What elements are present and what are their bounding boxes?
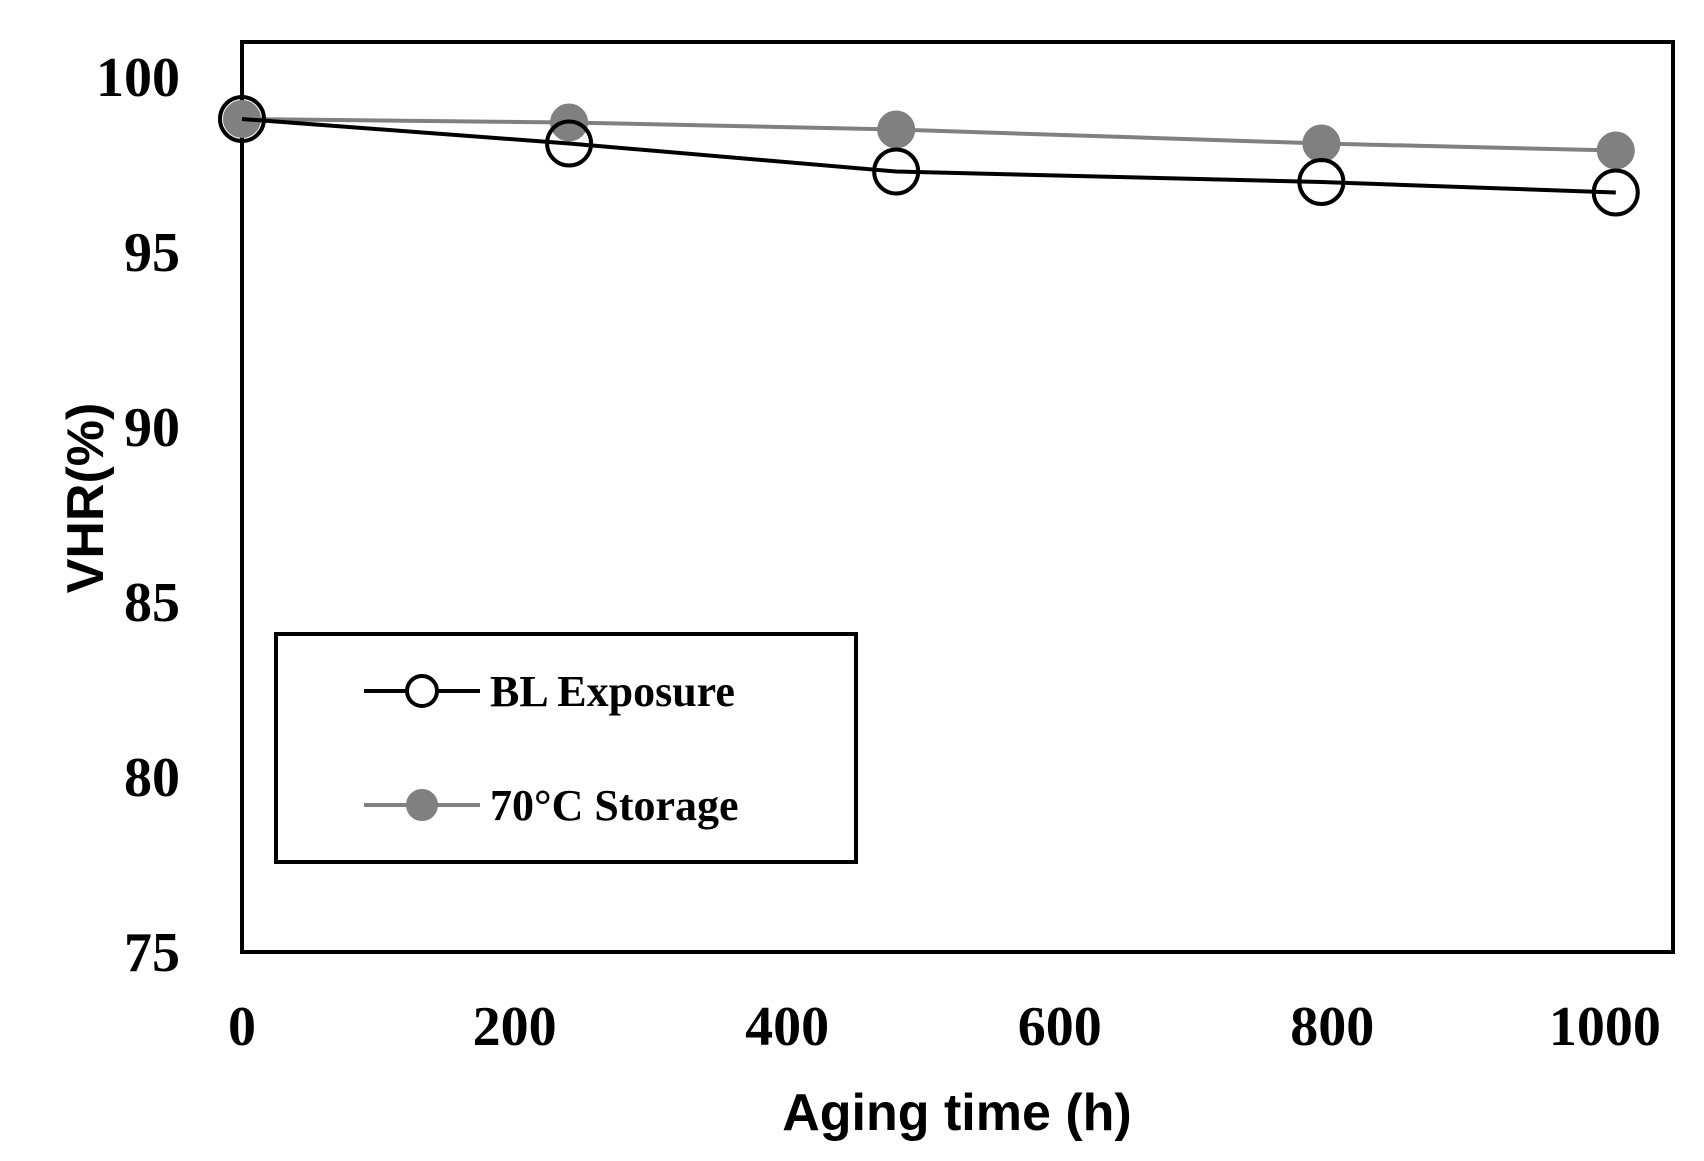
data-point-bl-exposure (872, 147, 921, 196)
y-axis-ticks: 75 80 85 90 95 100 (96, 47, 180, 984)
data-point-bl-exposure (1591, 168, 1640, 217)
data-point-70c-storage (1302, 124, 1341, 163)
x-tick-label: 600 (1018, 996, 1102, 1058)
x-tick-label: 1000 (1549, 996, 1661, 1058)
legend: BL Exposure 70°C Storage (274, 632, 858, 864)
series-layer (218, 95, 1640, 217)
legend-label-70c-storage: 70°C Storage (490, 781, 739, 830)
legend-marker-bl-exposure (405, 674, 439, 708)
y-tick-label: 80 (124, 747, 180, 809)
x-tick-label: 200 (473, 996, 557, 1058)
y-tick-label: 75 (124, 922, 180, 984)
x-tick-label: 400 (745, 996, 829, 1058)
plot-area-frame (240, 40, 1675, 954)
x-axis-title: Aging time (h) (782, 1084, 1132, 1142)
data-point-bl-exposure (545, 119, 594, 168)
x-axis-ticks: 0 200 400 600 800 1000 (228, 996, 1661, 1058)
series-line-bl-exposure (241, 117, 1616, 195)
legend-box (274, 632, 858, 864)
data-point-bl-exposure (1297, 158, 1346, 206)
y-tick-label: 100 (96, 47, 180, 109)
data-point-70c-storage (1596, 131, 1635, 170)
legend-entry-70c-storage: 70°C Storage (364, 781, 739, 830)
series-70c-storage (223, 100, 1635, 170)
y-tick-label: 85 (124, 572, 180, 634)
y-axis-title: VHR(%) (57, 403, 115, 594)
x-tick-label: 0 (228, 996, 256, 1058)
y-tick-label: 90 (124, 397, 180, 459)
legend-label-bl-exposure: BL Exposure (490, 667, 735, 716)
y-tick-label: 95 (124, 222, 180, 284)
legend-marker-70c-storage (406, 789, 438, 821)
data-point-bl-exposure (218, 95, 266, 143)
series-bl-exposure (218, 95, 1640, 217)
x-tick-label: 800 (1290, 996, 1374, 1058)
data-point-70c-storage (877, 110, 916, 149)
legend-entry-bl-exposure: BL Exposure (364, 667, 735, 716)
